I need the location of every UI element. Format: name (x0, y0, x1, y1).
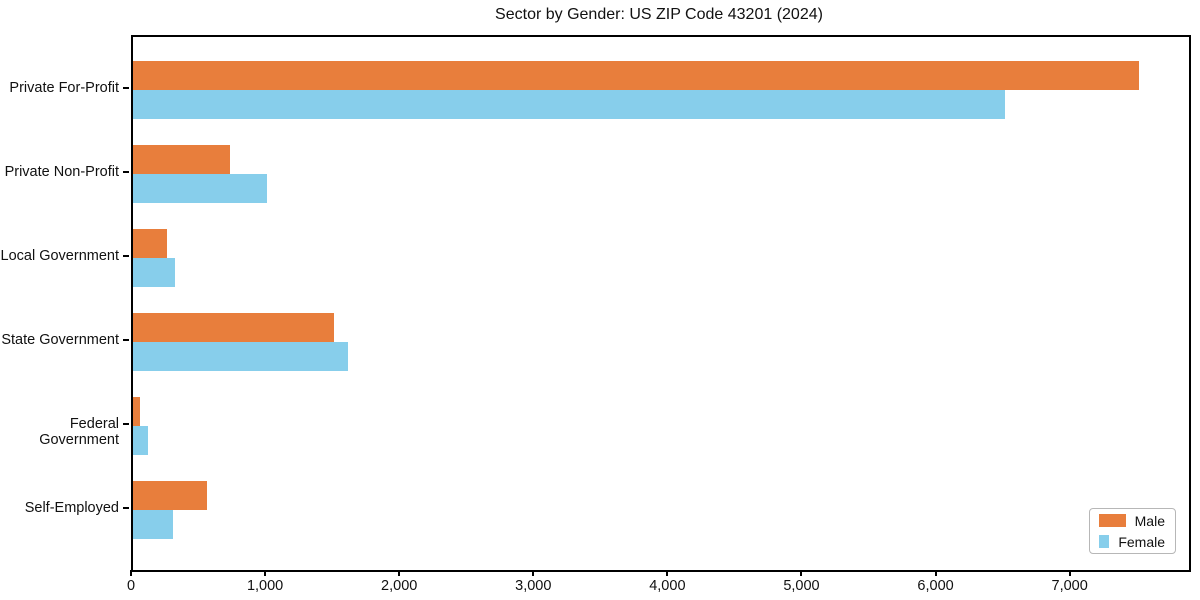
bar-female-3 (133, 258, 176, 287)
x-tick-label: 7,000 (1051, 578, 1088, 594)
legend-item-male: Male (1099, 513, 1165, 529)
y-tick-mark (123, 87, 129, 89)
x-tick-mark (130, 570, 132, 576)
bar-male-6 (133, 481, 207, 510)
x-tick-label: 6,000 (917, 578, 954, 594)
x-tick-label: 5,000 (783, 578, 820, 594)
x-tick-mark (532, 570, 535, 576)
y-tick-mark (123, 423, 129, 425)
bar-male-1 (133, 61, 1139, 90)
legend-swatch-male (1099, 514, 1126, 527)
y-tick-label: Self-Employed (24, 500, 119, 516)
y-tick-label: Private For-Profit (9, 80, 119, 96)
legend-label: Male (1134, 512, 1165, 529)
legend-label: Female (1118, 533, 1165, 550)
y-tick-mark (123, 339, 129, 341)
x-tick-label: 2,000 (381, 578, 418, 594)
x-tick-label: 3,000 (515, 578, 552, 594)
x-tick-label: 1,000 (246, 578, 284, 594)
x-tick-mark (1068, 570, 1071, 576)
y-tick-label: Local Government (0, 248, 119, 264)
bar-female-4 (133, 342, 348, 371)
y-tick-mark (123, 507, 129, 509)
legend: Male Female (1089, 508, 1176, 554)
x-tick-mark (800, 570, 803, 576)
bar-male-3 (133, 229, 167, 258)
x-tick-mark (264, 570, 267, 576)
x-tick-mark (666, 570, 669, 576)
plot-area (131, 35, 1191, 572)
y-tick-mark (123, 255, 129, 257)
x-tick-mark (398, 570, 401, 576)
y-tick-label: Federal Government (39, 416, 119, 448)
bar-male-5 (133, 397, 140, 426)
bar-male-4 (133, 313, 335, 342)
x-tick-label: 0 (126, 578, 136, 594)
x-tick-mark (934, 570, 937, 576)
bar-female-2 (133, 174, 268, 203)
legend-swatch-female (1099, 535, 1110, 548)
bar-male-2 (133, 145, 230, 174)
chart-title: Sector by Gender: US ZIP Code 43201 (202… (495, 6, 823, 23)
y-tick-mark (123, 171, 129, 173)
bar-female-5 (133, 426, 148, 455)
x-tick-label: 4,000 (649, 578, 686, 594)
y-tick-label: Private Non-Profit (4, 164, 119, 180)
legend-item-female: Female (1099, 534, 1165, 550)
y-tick-label: State Government (1, 332, 119, 348)
bar-female-1 (133, 90, 1005, 119)
bar-female-6 (133, 510, 174, 539)
